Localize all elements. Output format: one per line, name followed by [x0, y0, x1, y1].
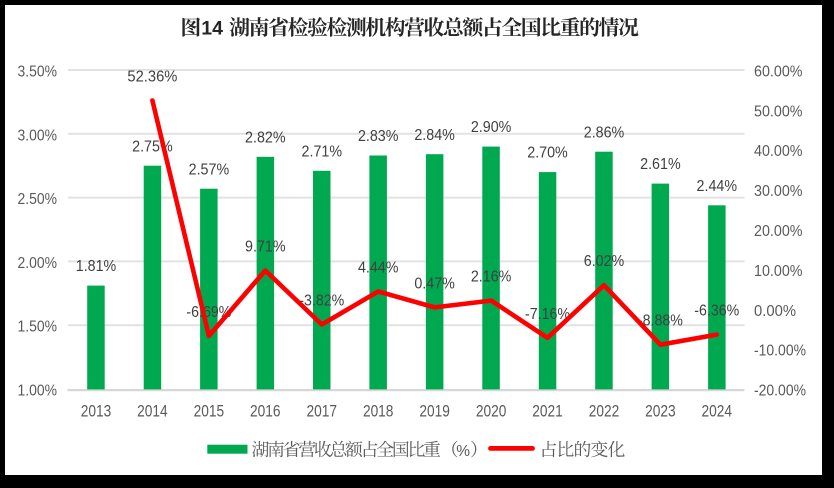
svg-text:2.44%: 2.44% — [697, 178, 738, 195]
svg-text:2020: 2020 — [476, 402, 507, 420]
svg-text:2.00%: 2.00% — [18, 255, 58, 272]
svg-text:2.61%: 2.61% — [640, 156, 681, 173]
svg-text:52.36%: 52.36% — [127, 69, 177, 86]
svg-text:2015: 2015 — [194, 402, 225, 420]
svg-text:2013: 2013 — [81, 402, 112, 420]
svg-text:2021: 2021 — [532, 402, 563, 420]
svg-text:20.00%: 20.00% — [754, 223, 803, 240]
svg-text:0.47%: 0.47% — [414, 275, 455, 292]
svg-text:-10.00%: -10.00% — [754, 343, 806, 360]
svg-text:2.16%: 2.16% — [471, 269, 512, 286]
svg-text:2016: 2016 — [250, 402, 281, 420]
svg-text:0.00%: 0.00% — [754, 303, 796, 320]
svg-text:2.57%: 2.57% — [189, 161, 230, 178]
svg-text:14: 14 — [201, 17, 223, 39]
svg-text:%: % — [456, 443, 470, 460]
svg-text:2.86%: 2.86% — [584, 124, 625, 141]
svg-text:30.00%: 30.00% — [754, 183, 803, 200]
svg-text:-6.69%: -6.69% — [186, 304, 231, 321]
svg-text:3.00%: 3.00% — [18, 127, 58, 144]
svg-text:9.71%: 9.71% — [245, 239, 286, 256]
svg-text:2.82%: 2.82% — [245, 129, 286, 146]
svg-text:2.50%: 2.50% — [18, 191, 58, 208]
svg-text:-8.88%: -8.88% — [638, 313, 683, 330]
svg-text:1.50%: 1.50% — [18, 319, 58, 336]
svg-text:2.83%: 2.83% — [358, 128, 399, 145]
svg-text:2.90%: 2.90% — [471, 119, 512, 136]
svg-text:10.00%: 10.00% — [754, 263, 803, 280]
svg-text:2023: 2023 — [645, 402, 676, 420]
svg-text:-3.82%: -3.82% — [299, 293, 344, 310]
svg-text:40.00%: 40.00% — [754, 143, 803, 160]
svg-text:2.84%: 2.84% — [414, 127, 455, 144]
svg-text:50.00%: 50.00% — [754, 103, 803, 120]
svg-text:2014: 2014 — [137, 402, 168, 420]
svg-text:1.00%: 1.00% — [18, 383, 58, 400]
svg-text:2017: 2017 — [307, 402, 338, 420]
svg-text:-20.00%: -20.00% — [754, 383, 806, 400]
svg-text:2018: 2018 — [363, 402, 394, 420]
svg-text:60.00%: 60.00% — [754, 64, 803, 81]
svg-text:4.44%: 4.44% — [358, 260, 399, 277]
svg-text:2.71%: 2.71% — [302, 143, 343, 160]
svg-text:6.02%: 6.02% — [584, 253, 625, 270]
svg-text:2019: 2019 — [419, 402, 450, 420]
svg-text:1.81%: 1.81% — [76, 258, 117, 275]
svg-text:2.70%: 2.70% — [527, 145, 568, 162]
svg-text:2024: 2024 — [702, 402, 733, 420]
svg-text:-6.36%: -6.36% — [694, 303, 739, 320]
svg-text:3.50%: 3.50% — [18, 64, 58, 81]
svg-text:2022: 2022 — [589, 402, 620, 420]
svg-text:-7.16%: -7.16% — [525, 306, 570, 323]
